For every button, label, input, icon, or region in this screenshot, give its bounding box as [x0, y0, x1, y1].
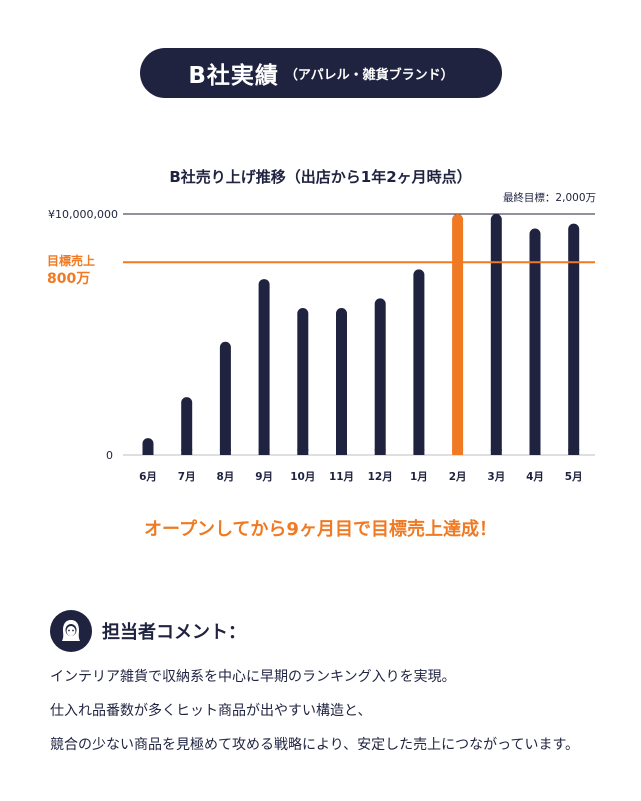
comment-line: 仕入れ品番数が多くヒット商品が出やすい構造と、: [50, 703, 372, 719]
bar: [258, 279, 270, 455]
bar-base: [181, 449, 193, 455]
x-tick-label: 10月: [290, 471, 315, 483]
bar-base: [336, 449, 347, 455]
x-tick-label: 12月: [368, 471, 393, 483]
bar: [452, 214, 464, 455]
comment-body: インテリア雑貨で収納系を中心に早期のランキング入りを実現。 仕入れ品番数が多くヒ…: [50, 660, 630, 762]
comment-line: 競合の少ない商品を見極めて攻める戦略により、安定した売上につながっています。: [50, 737, 580, 753]
chart-title: B社売り上げ推移（出店から1年2ヶ月時点）: [169, 168, 472, 186]
comment-title: 担当者コメント：: [102, 622, 246, 643]
bar: [490, 214, 502, 455]
bar-base: [413, 449, 425, 455]
x-tick-label: 1月: [410, 471, 428, 483]
bar-base: [568, 449, 580, 455]
y-tick-label-zero: 0: [106, 449, 113, 462]
bar-base: [374, 449, 386, 455]
bar-base: [297, 449, 309, 455]
x-tick-label: 9月: [255, 471, 273, 483]
x-tick-label: 7月: [178, 471, 196, 483]
achievement-text: オープンしてから9ヶ月目で目標売上達成！: [144, 519, 497, 540]
bar: [374, 298, 386, 455]
x-tick-label: 6月: [139, 471, 157, 483]
page-title: B社実績: [188, 63, 279, 89]
bar: [529, 228, 541, 455]
bar-base: [142, 449, 154, 455]
x-tick-label: 2月: [449, 471, 467, 483]
y-tick-label-top: ¥10,000,000: [48, 208, 118, 221]
bar-base: [452, 449, 464, 455]
bar-base: [219, 449, 231, 455]
final-goal-annotation: 最終目標：2,000万: [503, 191, 596, 204]
bar: [568, 223, 580, 455]
x-tick-label: 3月: [487, 471, 505, 483]
bar-base: [258, 449, 270, 455]
sales-chart: ¥10,000,000 0 最終目標：2,000万 6月 7月 8月 9月 10月 11月 12月…: [47, 191, 596, 483]
target-value-label: 800万: [47, 271, 90, 287]
bar: [413, 269, 425, 455]
comment-line: インテリア雑貨で収納系を中心に早期のランキング入りを実現。: [50, 669, 456, 685]
bar-base: [529, 449, 541, 455]
bar: [336, 307, 347, 455]
x-tick-label: 5月: [565, 471, 583, 483]
x-tick-label: 4月: [526, 471, 544, 483]
x-tick-label: 8月: [216, 471, 234, 483]
page-subtitle: （アパレル・雑貨ブランド）: [284, 67, 454, 83]
target-label: 目標売上: [47, 253, 95, 268]
person-icon: [50, 610, 92, 652]
bar: [297, 307, 309, 455]
bar: [181, 397, 193, 455]
x-tick-label: 11月: [329, 471, 354, 483]
title-pill: B社実績 （アパレル・雑貨ブランド）: [140, 48, 502, 98]
bar: [219, 341, 231, 455]
bar-base: [490, 449, 502, 455]
comment-header: 担当者コメント：: [50, 610, 246, 652]
